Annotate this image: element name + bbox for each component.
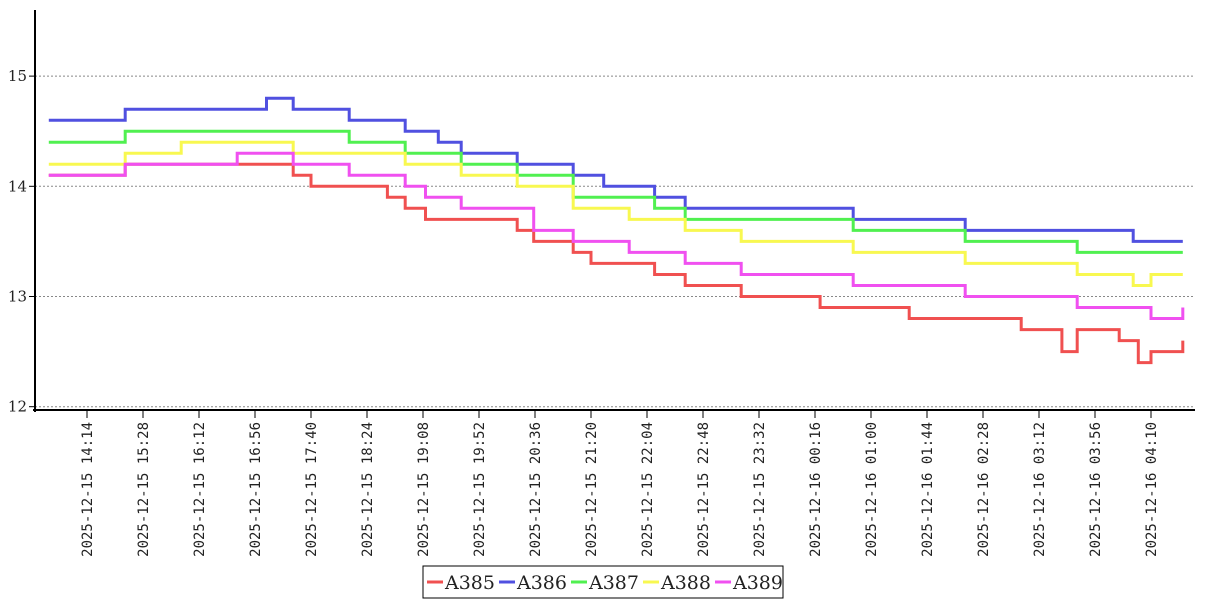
y-tick-label-15: 15 — [8, 67, 27, 85]
x-tick-label-5: 2025-12-15 18:24 — [360, 422, 376, 557]
x-tick-label-8: 2025-12-15 20:36 — [528, 422, 544, 557]
x-tick-label-9: 2025-12-15 21:20 — [584, 422, 600, 557]
x-tick-label-1: 2025-12-15 15:28 — [136, 422, 152, 557]
x-tick-label-2: 2025-12-15 16:12 — [192, 422, 208, 557]
x-tick-label-11: 2025-12-15 22:48 — [696, 422, 712, 557]
x-tick-label-12: 2025-12-15 23:32 — [752, 422, 768, 557]
x-tick-label-13: 2025-12-16 00:16 — [808, 422, 824, 557]
y-tick-label-14: 14 — [8, 177, 27, 195]
x-tick-label-15: 2025-12-16 01:44 — [920, 422, 936, 557]
legend-label-A385: A385 — [444, 572, 495, 594]
x-tick-label-10: 2025-12-15 22:04 — [640, 422, 656, 557]
x-tick-label-0: 2025-12-15 14:14 — [80, 422, 96, 557]
x-tick-label-14: 2025-12-16 01:00 — [864, 422, 880, 557]
series-line-A385 — [48, 162, 1185, 365]
series-line-A387 — [48, 129, 1183, 254]
x-tick-label-4: 2025-12-15 17:40 — [304, 422, 320, 557]
series-line-A388 — [48, 140, 1183, 287]
x-tick-label-6: 2025-12-15 19:08 — [416, 422, 432, 557]
x-tick-label-18: 2025-12-16 03:56 — [1088, 422, 1104, 557]
x-tick-label-16: 2025-12-16 02:28 — [976, 422, 992, 557]
x-tick-label-3: 2025-12-15 16:56 — [248, 422, 264, 557]
x-tick-label-17: 2025-12-16 03:12 — [1032, 422, 1048, 557]
legend-label-A387: A387 — [588, 572, 639, 594]
series-line-A389 — [48, 151, 1185, 320]
y-tick-label-13: 13 — [8, 288, 27, 306]
y-tick-label-12: 12 — [8, 398, 27, 416]
x-tick-label-7: 2025-12-15 19:52 — [472, 422, 488, 557]
x-tick-label-19: 2025-12-16 04:10 — [1144, 422, 1160, 557]
series-line-A386 — [48, 96, 1183, 243]
legend-label-A389: A389 — [732, 572, 783, 594]
legend-label-A386: A386 — [516, 572, 567, 594]
legend-label-A388: A388 — [660, 572, 711, 594]
